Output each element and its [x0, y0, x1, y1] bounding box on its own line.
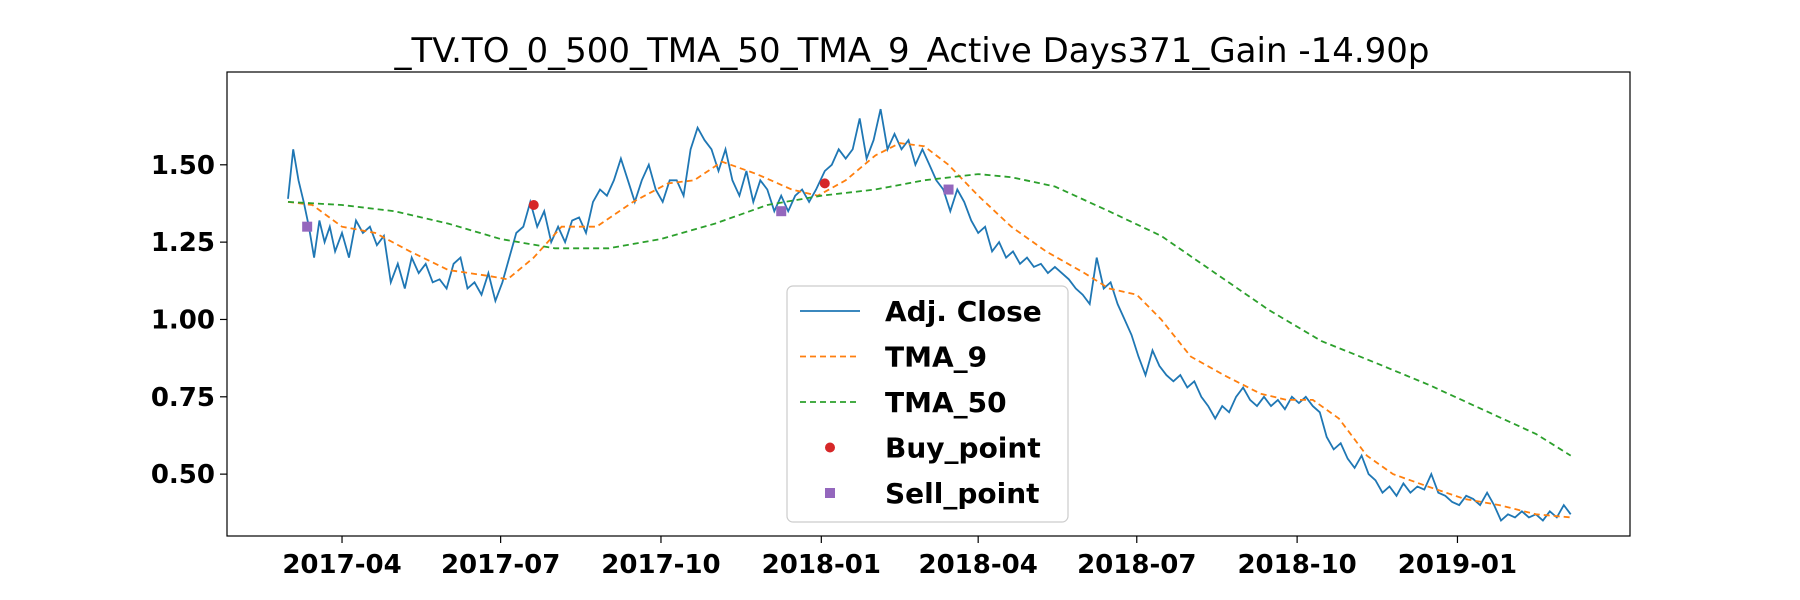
legend-swatch-sell-point [825, 488, 835, 498]
y-axis: 0.50 0.75 1.00 1.25 1.50 [151, 151, 227, 490]
buy-point-marker [819, 178, 830, 189]
legend-swatch-buy-point [825, 442, 835, 453]
legend: Adj. Close TMA_9 TMA_50 Buy_point Sell_point [786, 285, 1069, 523]
sell-point-marker [943, 184, 954, 195]
series-line-tma-9 [287, 142, 1571, 519]
legend-box [786, 285, 1069, 523]
legend-label: Sell_point [885, 477, 1040, 510]
sell-point-marker [302, 221, 313, 232]
x-tick-label: 2017-07 [441, 550, 560, 580]
chart-title: _TV.TO_0_500_TMA_50_TMA_9_Active Days371… [393, 31, 1429, 71]
x-tick-label: 2017-04 [282, 550, 401, 580]
x-tick-label: 2019-01 [1398, 550, 1517, 580]
legend-label: Buy_point [885, 432, 1041, 465]
x-axis: 2017-04 2017-07 2017-10 2018-01 2018-04 2018-… [282, 536, 1517, 580]
plot-area [226, 71, 1631, 537]
x-tick-label: 2018-01 [762, 550, 881, 580]
series-line-tma-50 [287, 173, 1572, 457]
y-tick-label: 0.50 [151, 460, 215, 490]
buy-point-marker [528, 200, 539, 211]
x-tick-label: 2017-10 [601, 550, 720, 580]
legend-label: Adj. Close [885, 295, 1042, 328]
series-layer [287, 108, 1572, 522]
x-tick-label: 2018-10 [1237, 550, 1356, 580]
y-tick-label: 1.00 [151, 305, 215, 335]
y-tick-label: 1.50 [151, 151, 215, 181]
y-tick-label: 1.25 [151, 228, 215, 258]
sell-point-marker [776, 206, 787, 217]
series-line-adj-close [287, 108, 1572, 522]
legend-label: TMA_50 [885, 386, 1007, 419]
legend-label: TMA_9 [885, 341, 987, 374]
x-tick-label: 2018-07 [1077, 550, 1196, 580]
x-tick-label: 2018-04 [918, 550, 1037, 580]
y-tick-label: 0.75 [151, 383, 215, 413]
